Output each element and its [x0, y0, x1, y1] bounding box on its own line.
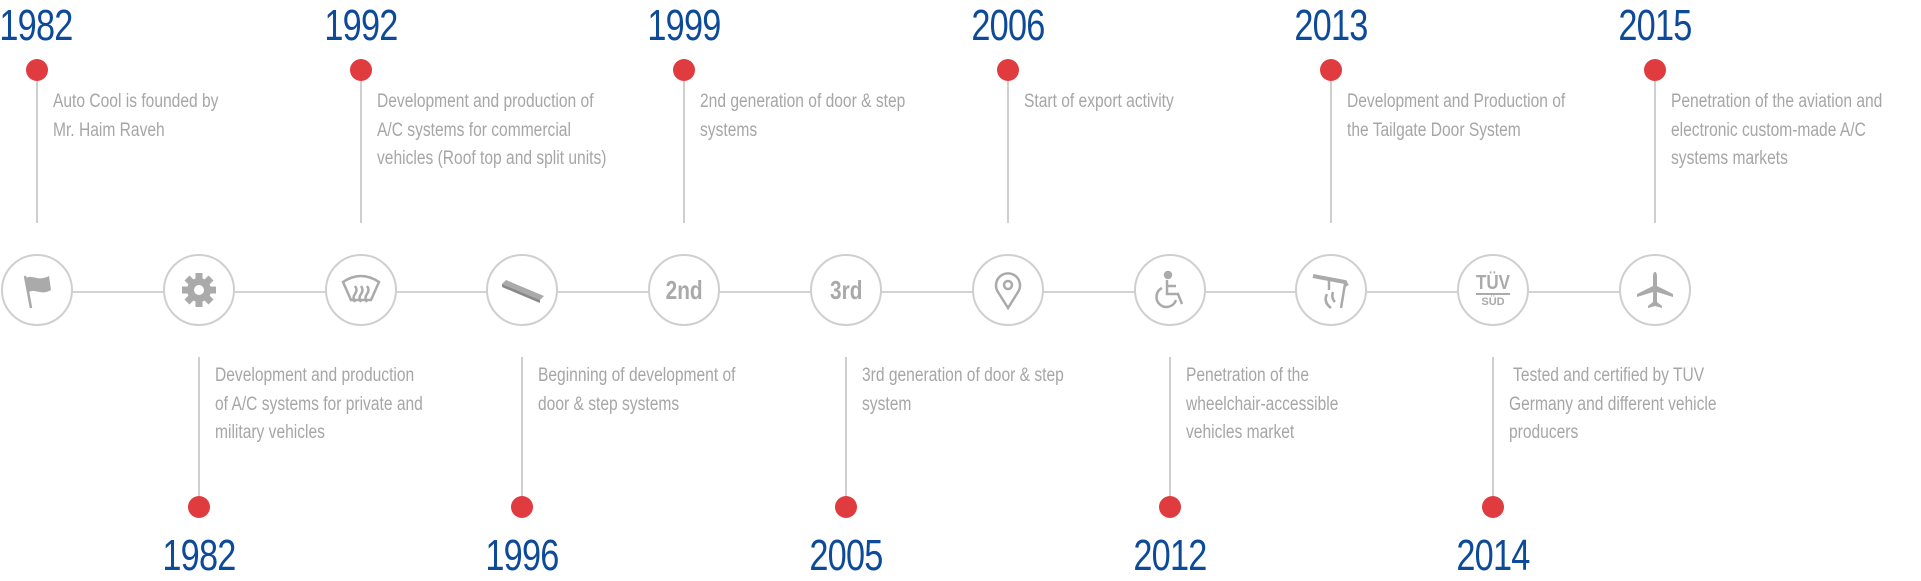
milestone-dot	[188, 496, 210, 518]
description-line: Germany and different vehicle	[1509, 393, 1717, 415]
connector-line	[521, 357, 523, 507]
sud-text: SÜD	[1481, 295, 1505, 308]
milestone-dot	[835, 496, 857, 518]
connector-line	[1654, 70, 1656, 223]
milestone-description: Tested and certified by TUV Germany and d…	[1509, 362, 1717, 448]
connector-line	[36, 70, 38, 223]
description-line: vehicles (Roof top and split units)	[377, 148, 607, 169]
milestone-dot	[1482, 496, 1504, 518]
description-line: Development and production	[215, 365, 415, 386]
milestone-dot	[1159, 496, 1181, 518]
description-line: the Tailgate Door System	[1347, 119, 1521, 141]
description-line: Tested and certified by TUV	[1509, 365, 1705, 386]
milestone-description: Penetration of the aviation and electroni…	[1671, 88, 1882, 174]
milestone-description: Development and Production of the Tailgat…	[1347, 88, 1565, 145]
milestone-year: 2005	[809, 531, 883, 580]
description-line: 2nd generation of door & step	[700, 91, 906, 112]
connector-line	[198, 357, 200, 507]
milestone-description: 2nd generation of door & step systems	[700, 88, 905, 145]
milestone-description: Development and production of A/C systems…	[215, 362, 423, 448]
milestone-year: 2006	[971, 1, 1045, 50]
tuv-sud-logo-node: TÜV SÜD	[1457, 254, 1529, 326]
tuv-text: TÜV	[1476, 271, 1510, 295]
connector-line	[1169, 357, 1171, 507]
connector-line	[1492, 357, 1494, 507]
description-line: Penetration of the aviation and	[1671, 91, 1883, 112]
connector-line	[845, 357, 847, 507]
gear-node	[163, 254, 235, 326]
description-line: Beginning of development of	[538, 365, 736, 386]
description-line: of A/C systems for private and	[215, 393, 423, 415]
milestone-dot	[1644, 59, 1666, 81]
description-line: vehicles market	[1186, 422, 1295, 443]
description-line: military vehicles	[215, 422, 325, 443]
milestone-year: 1996	[485, 531, 559, 580]
description-line: A/C systems for commercial	[377, 119, 571, 141]
description-line: Development and production of	[377, 91, 594, 112]
description-line: electronic custom-made A/C	[1671, 119, 1866, 141]
flag-icon	[15, 268, 59, 312]
tailgate-node	[1295, 254, 1367, 326]
step-board-node	[486, 254, 558, 326]
second-generation-node: 2nd	[648, 254, 720, 326]
description-line: systems markets	[1671, 148, 1788, 169]
description-line: Auto Cool is founded by	[53, 91, 219, 112]
milestone-dot	[511, 496, 533, 518]
description-line: Penetration of the	[1186, 365, 1309, 386]
milestone-dot	[673, 59, 695, 81]
description-line: system	[862, 393, 912, 415]
milestone-description: 3rd generation of door & step system	[862, 362, 1064, 419]
milestone-dot	[997, 59, 1019, 81]
milestone-description: Development and production of A/C systems…	[377, 88, 606, 174]
milestone-year: 2012	[1133, 531, 1207, 580]
milestone-dot	[26, 59, 48, 81]
wheelchair-node	[1134, 254, 1206, 326]
airplane-node	[1619, 254, 1691, 326]
milestone-description: Beginning of development of door & step s…	[538, 362, 735, 419]
connector-line	[1007, 70, 1009, 223]
milestone-description: Penetration of the wheelchair-accessible v…	[1186, 362, 1338, 448]
milestone-description: Auto Cool is founded by Mr. Haim Raveh	[53, 88, 218, 145]
description-line: 3rd generation of door & step	[862, 365, 1064, 386]
milestone-year: 2015	[1618, 1, 1692, 50]
step-board-icon	[500, 268, 544, 312]
milestone-dot	[350, 59, 372, 81]
description-line: producers	[1509, 422, 1579, 443]
milestone-year: 1982	[0, 1, 73, 50]
wheelchair-icon	[1148, 268, 1192, 312]
gear-icon	[177, 268, 221, 312]
description-line: wheelchair-accessible	[1186, 393, 1339, 415]
milestone-year: 2013	[1294, 1, 1368, 50]
tailgate-icon	[1309, 268, 1353, 312]
description-line: Mr. Haim Raveh	[53, 119, 165, 141]
third-generation-node: 3rd	[810, 254, 882, 326]
tuv-sud-logo-icon: TÜV SÜD	[1473, 273, 1513, 308]
airplane-icon	[1633, 268, 1677, 312]
location-pin-node	[972, 254, 1044, 326]
description-line: Development and Production of	[1347, 91, 1566, 112]
defrost-icon	[339, 268, 383, 312]
connector-line	[360, 70, 362, 223]
description-line: door & step systems	[538, 393, 680, 415]
defrost-node	[325, 254, 397, 326]
connector-line	[683, 70, 685, 223]
flag-node	[1, 254, 73, 326]
description-line: systems	[700, 119, 758, 141]
milestone-year: 1982	[162, 531, 236, 580]
connector-line	[1330, 70, 1332, 223]
description-line: Start of export activity	[1024, 91, 1174, 112]
milestone-description: Start of export activity	[1024, 88, 1174, 117]
milestone-year: 1992	[324, 1, 398, 50]
milestone-year: 1999	[647, 1, 721, 50]
second-generation-icon: 2nd	[665, 274, 703, 305]
milestone-dot	[1320, 59, 1342, 81]
location-pin-icon	[986, 268, 1030, 312]
milestone-year: 2014	[1456, 531, 1530, 580]
third-generation-icon: 3rd	[829, 274, 863, 305]
